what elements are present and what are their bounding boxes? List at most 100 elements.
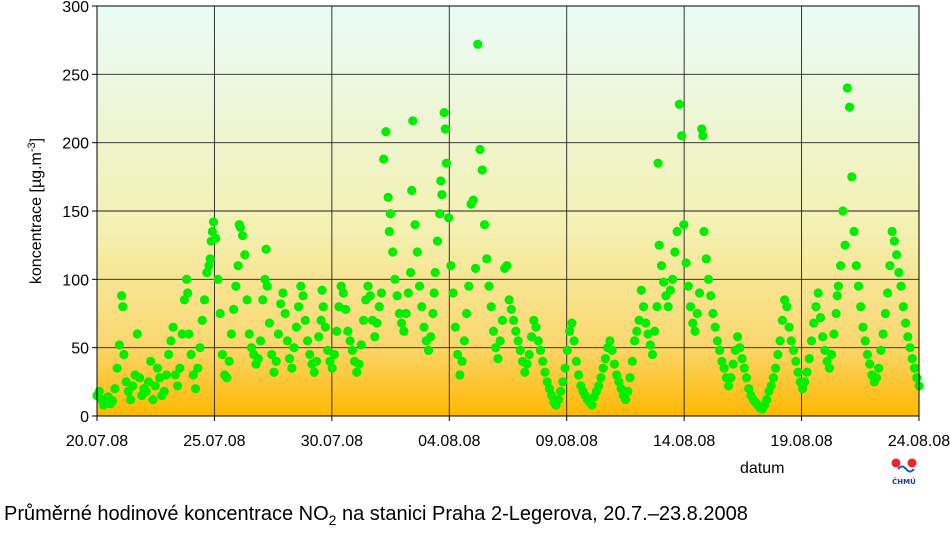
y-axis-title-main: koncentrace [µg.m: [28, 152, 45, 284]
data-point: [708, 308, 718, 319]
data-point: [715, 345, 725, 355]
data-point: [224, 356, 234, 366]
data-point: [114, 340, 124, 350]
data-point: [231, 281, 241, 291]
data-point: [623, 386, 633, 396]
data-point: [244, 329, 254, 339]
data-point: [226, 329, 236, 339]
data-point: [347, 345, 357, 355]
x-axis-ticks: 20.07.08 25.07.08 30.07.08 04.08.08 09.08.08…: [66, 416, 950, 450]
data-point: [522, 359, 532, 369]
data-point: [177, 329, 187, 339]
data-point: [240, 250, 250, 260]
data-point: [354, 359, 364, 369]
data-point: [473, 39, 483, 49]
data-point: [461, 308, 472, 319]
data-point: [426, 332, 436, 342]
data-point: [598, 363, 608, 373]
data-point: [229, 304, 239, 314]
data-point: [782, 302, 792, 312]
data-point: [515, 345, 525, 355]
data-point: [477, 165, 487, 175]
data-point: [670, 247, 680, 257]
data-point: [278, 288, 288, 298]
data-point: [668, 274, 678, 284]
data-point: [813, 288, 823, 298]
data-point: [148, 395, 158, 405]
data-point: [419, 322, 429, 332]
data-point: [620, 395, 631, 405]
data-point: [573, 370, 584, 380]
data-point: [309, 367, 319, 377]
y-tick-label: 100: [62, 272, 89, 289]
x-tick-label: 14.08.08: [653, 433, 715, 450]
data-point: [905, 343, 915, 353]
data-point: [665, 285, 675, 295]
data-point: [152, 363, 163, 373]
y-tick-label: 150: [62, 204, 89, 221]
data-point: [560, 363, 570, 373]
data-point: [771, 363, 781, 373]
data-point: [876, 345, 886, 355]
logo-red-dot-right: [907, 458, 917, 468]
data-point: [94, 386, 104, 396]
data-point: [605, 336, 615, 346]
data-point: [898, 302, 908, 312]
data-point: [860, 336, 870, 346]
data-point: [692, 308, 702, 319]
data-point: [365, 291, 375, 301]
data-point: [345, 336, 355, 346]
data-point: [800, 377, 810, 387]
data-point: [791, 356, 801, 366]
data-point: [184, 329, 194, 339]
data-point: [468, 195, 478, 205]
y-tick-label: 300: [62, 0, 89, 16]
data-point: [818, 332, 828, 342]
data-point: [159, 386, 169, 396]
data-point: [659, 277, 669, 287]
data-point: [553, 395, 563, 405]
data-point: [883, 288, 893, 298]
data-point: [305, 349, 315, 360]
data-point: [417, 302, 427, 312]
data-point: [497, 315, 508, 325]
data-point: [853, 281, 864, 291]
data-point: [526, 332, 537, 342]
data-point: [470, 263, 481, 273]
data-point: [320, 322, 331, 332]
data-point: [407, 185, 417, 196]
data-point: [491, 343, 501, 353]
data-point: [535, 345, 546, 355]
data-point: [436, 176, 446, 186]
data-point: [186, 349, 196, 360]
data-point: [533, 336, 543, 346]
data-point: [338, 288, 348, 298]
data-point: [645, 340, 655, 350]
data-point: [762, 395, 772, 405]
data-point: [302, 336, 313, 346]
data-point: [384, 226, 394, 237]
y-tick-label: 0: [80, 409, 89, 426]
x-tick-label: 19.08.08: [770, 433, 832, 450]
caption-text-start: Průměrné hodinové koncentrace NO: [4, 503, 329, 525]
data-point: [847, 172, 857, 182]
data-point: [179, 295, 189, 305]
caption-text-end: na stanici Praha 2-Legerova, 20.7.–23.8.…: [336, 503, 748, 525]
data-point: [453, 349, 463, 360]
data-point: [242, 295, 252, 305]
data-point: [804, 354, 814, 364]
data-point: [358, 315, 369, 325]
x-tick-label: 30.07.08: [301, 433, 363, 450]
data-point: [150, 381, 160, 391]
data-point: [775, 336, 785, 346]
data-point: [161, 370, 172, 380]
data-point: [316, 315, 326, 325]
data-point: [488, 326, 499, 336]
data-point: [739, 363, 749, 373]
data-point: [653, 158, 663, 168]
data-point: [448, 288, 458, 298]
logo-wave: [897, 465, 915, 473]
data-point: [690, 326, 700, 336]
data-point: [439, 108, 449, 118]
data-point: [719, 363, 729, 373]
